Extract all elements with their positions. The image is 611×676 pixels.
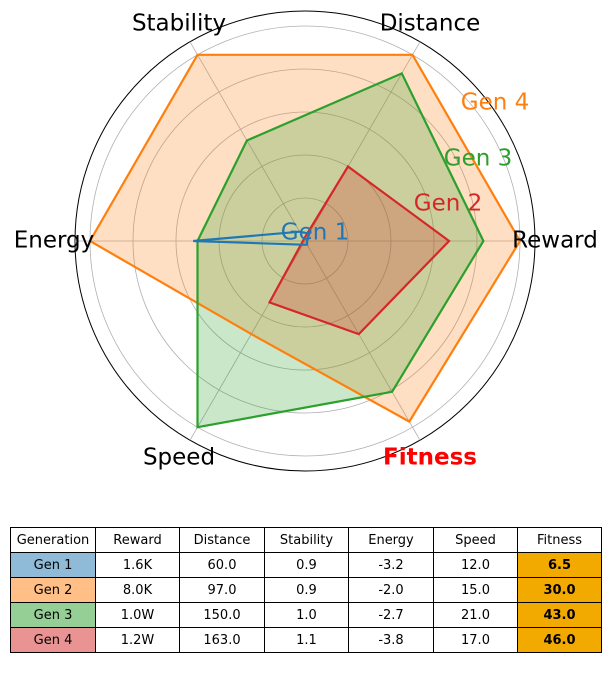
table-cell-fitness: 6.5	[517, 552, 602, 578]
series-label-gen-3: Gen 3	[444, 146, 513, 172]
table-cell-reward: 1.6K	[95, 552, 180, 578]
header-reward: Reward	[95, 527, 180, 553]
radar-chart: Reward Fitness Speed Energy Stability Distanc…	[14, 10, 598, 472]
table-row: Gen 1 1.6K 60.0 0.9 -3.2 12.0 6.5	[10, 552, 602, 578]
series-line-gen-1	[193, 230, 311, 246]
table-cell-stability: 0.9	[264, 552, 349, 578]
table-cell-speed: 17.0	[433, 627, 518, 653]
table-cell-speed: 12.0	[433, 552, 518, 578]
table-cell-reward: 1.0W	[95, 602, 180, 628]
table-cell-energy: -3.2	[348, 552, 434, 578]
table-cell-energy: -2.0	[348, 577, 434, 603]
axis-label-distance: Distance	[380, 11, 481, 37]
table-cell-distance: 97.0	[179, 577, 265, 603]
table-cell-speed: 15.0	[433, 577, 518, 603]
table-cell-fitness: 30.0	[517, 577, 602, 603]
row-generation-label: Gen 3	[10, 602, 96, 628]
axis-label-stability: Stability	[132, 11, 226, 37]
series-fill-gen-3	[197, 73, 484, 428]
data-table: Generation Reward Distance Stability Ene…	[10, 527, 602, 653]
table-row: Gen 2 8.0K 97.0 0.9 -2.0 15.0 30.0	[10, 577, 602, 603]
header-stability: Stability	[264, 527, 349, 553]
row-generation-label: Gen 2	[10, 577, 96, 603]
header-fitness: Fitness	[517, 527, 602, 553]
series-line-gen-2	[267, 164, 451, 336]
table-cell-energy: -3.8	[348, 627, 434, 653]
axis-label-fitness: Fitness	[383, 445, 477, 471]
table-row: Gen 4 1.2W 163.0 1.1 -3.8 17.0 46.0	[10, 627, 602, 653]
table-cell-distance: 163.0	[179, 627, 265, 653]
table-header-row: Generation Reward Distance Stability Ene…	[10, 527, 602, 553]
table-cell-reward: 8.0K	[95, 577, 180, 603]
table-cell-fitness: 43.0	[517, 602, 602, 628]
radar-series-labels: Gen 1 Gen 2 Gen 3 Gen 4	[281, 90, 530, 246]
table-cell-distance: 60.0	[179, 552, 265, 578]
series-label-gen-1: Gen 1	[281, 220, 350, 246]
header-energy: Energy	[348, 527, 434, 553]
axis-label-speed: Speed	[143, 445, 215, 471]
table-cell-distance: 150.0	[179, 602, 265, 628]
axis-label-reward: Reward	[512, 228, 598, 254]
table-row: Gen 3 1.0W 150.0 1.0 -2.7 21.0 43.0	[10, 602, 602, 628]
table-cell-energy: -2.7	[348, 602, 434, 628]
series-label-gen-2: Gen 2	[414, 191, 483, 217]
spoke-fitness	[304, 240, 421, 441]
series-line-gen-4	[88, 53, 522, 424]
row-generation-label: Gen 4	[10, 627, 96, 653]
radar-axis-labels: Reward Fitness Speed Energy Stability Distanc…	[14, 11, 598, 471]
series-label-gen-4: Gen 4	[461, 90, 530, 116]
table-cell-speed: 21.0	[433, 602, 518, 628]
header-speed: Speed	[433, 527, 518, 553]
axis-label-energy: Energy	[14, 228, 95, 254]
table-cell-stability: 0.9	[264, 577, 349, 603]
radar-series	[88, 53, 522, 429]
header-distance: Distance	[179, 527, 265, 553]
table-cell-stability: 1.0	[264, 602, 349, 628]
header-generation: Generation	[10, 527, 96, 553]
table-cell-reward: 1.2W	[95, 627, 180, 653]
table-cell-stability: 1.1	[264, 627, 349, 653]
row-generation-label: Gen 1	[10, 552, 96, 578]
table-cell-fitness: 46.0	[517, 627, 602, 653]
